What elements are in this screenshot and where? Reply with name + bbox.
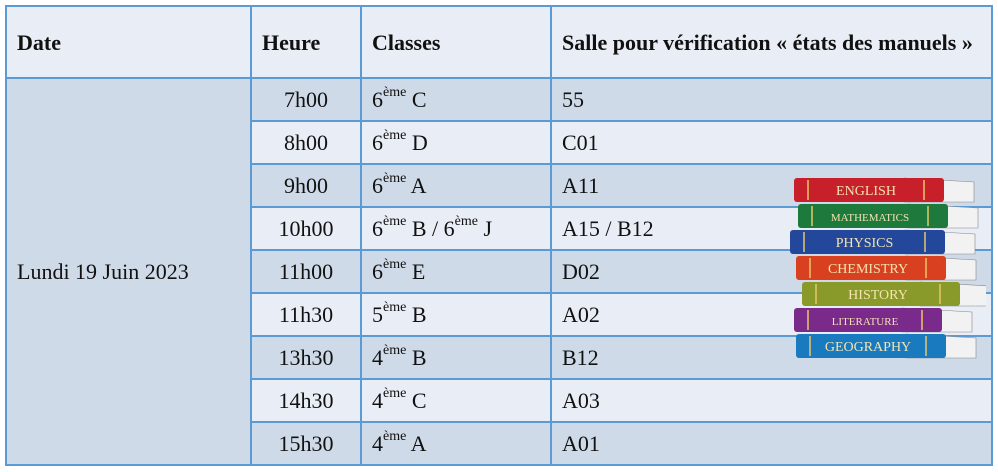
- heure-cell: 11h00: [250, 249, 362, 294]
- heure-cell: 7h00: [250, 77, 362, 122]
- book-label: PHYSICS: [836, 236, 894, 251]
- classes-cell: 4ème C: [360, 378, 552, 423]
- book: GEOGRAPHY: [796, 333, 977, 359]
- heure-cell: 9h00: [250, 163, 362, 208]
- salle-cell: A01: [550, 421, 993, 466]
- class-level: 6: [372, 172, 383, 198]
- book: LITERATURE: [794, 307, 973, 333]
- heure-cell: 13h30: [250, 335, 362, 380]
- heure-cell: 15h30: [250, 421, 362, 466]
- header-row: Date Heure Classes Salle pour vérificati…: [5, 5, 993, 79]
- heure-cell: 11h30: [250, 292, 362, 337]
- class-suffix: ème: [383, 428, 407, 444]
- class-suffix: ème: [383, 342, 407, 358]
- class-suffix: ème: [383, 127, 407, 143]
- table-row: 8h00 6ème D C01: [6, 120, 993, 165]
- class-letter: B /: [406, 215, 444, 241]
- book: HISTORY: [802, 281, 986, 307]
- class-suffix: ème: [383, 256, 407, 272]
- class-letter: C: [406, 387, 427, 413]
- classes-cell: 5ème B: [360, 292, 552, 337]
- class-level: 6: [372, 86, 383, 112]
- header-heure: Heure: [250, 5, 362, 79]
- book: MATHEMATICS: [798, 203, 979, 229]
- class-suffix: ème: [454, 213, 478, 229]
- class-level: 6: [443, 215, 455, 241]
- header-date: Date: [5, 5, 252, 79]
- book-label: LITERATURE: [832, 316, 899, 328]
- salle-cell: 55: [550, 77, 993, 122]
- table-row: 15h30 4ème A A01: [6, 421, 993, 466]
- class-suffix: ème: [383, 213, 407, 229]
- header-classes: Classes: [360, 5, 552, 79]
- book-label: MATHEMATICS: [831, 212, 909, 224]
- class-letter: J: [477, 215, 493, 241]
- class-letter: D: [406, 129, 428, 155]
- books-stack-image: ENGLISH MATHEMATICS PHYSICS CHEMISTRY HISTOR…: [790, 177, 986, 359]
- class-suffix: ème: [383, 299, 407, 315]
- class-letter: B: [406, 344, 427, 370]
- class-level: 6: [372, 215, 383, 241]
- classes-cell: 6ème A: [360, 163, 552, 208]
- salle-cell: A03: [550, 378, 993, 423]
- book-label: HISTORY: [848, 288, 908, 303]
- book: CHEMISTRY: [796, 255, 977, 281]
- class-suffix: ème: [383, 170, 407, 186]
- book-label: GEOGRAPHY: [825, 340, 911, 355]
- header-salle: Salle pour vérification « états des manu…: [550, 5, 993, 79]
- class-letter: E: [406, 258, 426, 284]
- class-level: 5: [372, 301, 383, 327]
- class-letter: A: [406, 430, 427, 456]
- classes-cell: 6ème B / 6ème J: [360, 206, 552, 251]
- book-label: ENGLISH: [836, 184, 896, 199]
- class-level: 6: [372, 129, 383, 155]
- class-letter: C: [406, 86, 427, 112]
- class-letter: A: [406, 172, 427, 198]
- table-row: Lundi 19 Juin 2023 7h00 6ème C 55: [5, 77, 993, 466]
- book-label: CHEMISTRY: [828, 262, 908, 277]
- classes-cell: 6ème E: [360, 249, 552, 294]
- classes-cell: 4ème B: [360, 335, 552, 380]
- class-level: 4: [372, 387, 383, 413]
- book: ENGLISH: [794, 177, 975, 203]
- table-row: 14h30 4ème C A03: [6, 378, 993, 423]
- heure-cell: 14h30: [250, 378, 362, 423]
- date-cell: Lundi 19 Juin 2023: [5, 77, 252, 466]
- heure-cell: 10h00: [250, 206, 362, 251]
- class-level: 4: [372, 430, 383, 456]
- class-letter: B: [406, 301, 427, 327]
- salle-cell: C01: [550, 120, 993, 165]
- class-level: 4: [372, 344, 383, 370]
- class-level: 6: [372, 258, 383, 284]
- book: PHYSICS: [790, 229, 976, 255]
- classes-cell: 6ème C: [360, 77, 552, 122]
- class-suffix: ème: [383, 385, 407, 401]
- class-suffix: ème: [383, 84, 407, 100]
- classes-cell: 6ème D: [360, 120, 552, 165]
- classes-cell: 4ème A: [360, 421, 552, 466]
- heure-cell: 8h00: [250, 120, 362, 165]
